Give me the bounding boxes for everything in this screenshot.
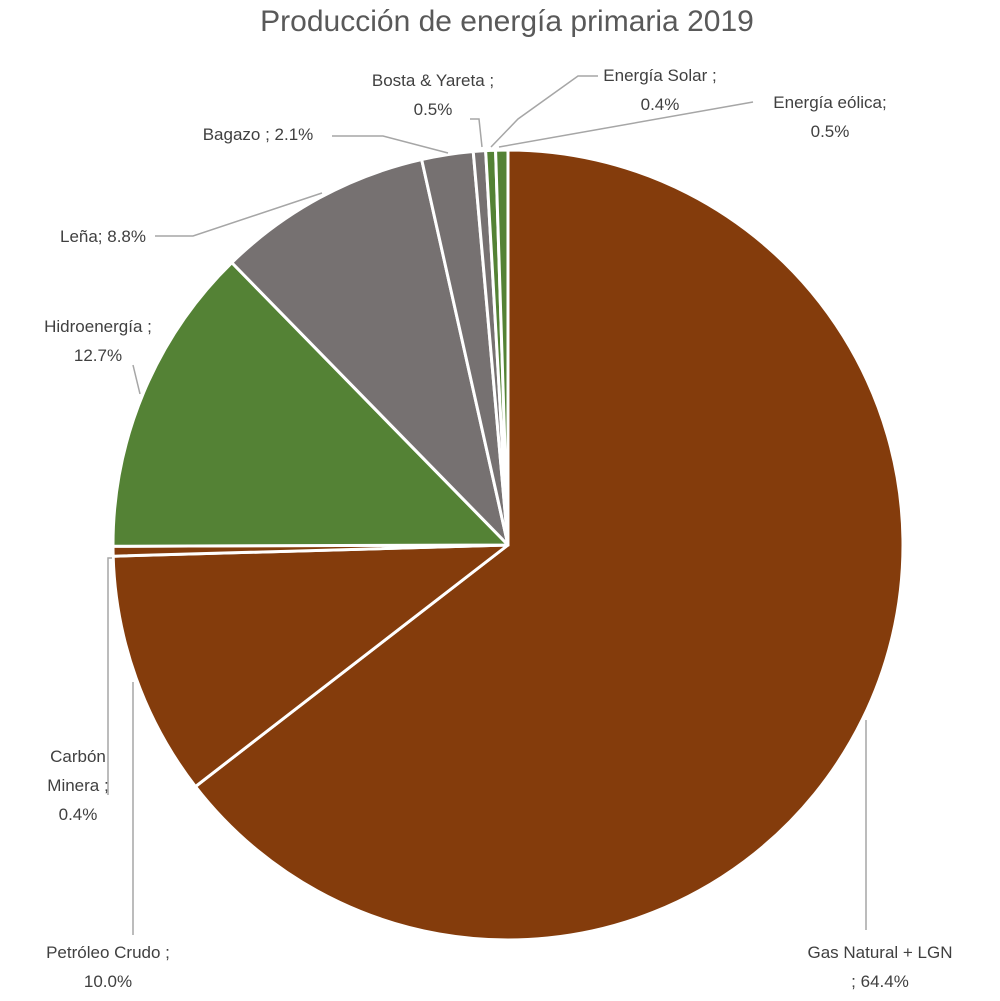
pie-slice-hidroenergía	[111, 261, 510, 548]
data-label: Bagazo ; 2.1%	[203, 125, 314, 144]
data-label: Carbón Minera ; 0.4%	[47, 747, 108, 824]
leader-line	[470, 118, 483, 148]
data-label: Bosta & Yareta ; 0.5%	[372, 71, 494, 119]
leader-line	[107, 557, 112, 795]
data-label: Leña; 8.8%	[60, 227, 146, 246]
data-label: Hidroenergía ; 12.7%	[44, 317, 152, 365]
leader-line	[332, 135, 449, 154]
pie-slice-energía-eólica	[494, 148, 510, 547]
leader-line	[498, 101, 754, 148]
data-label: Energía eólica; 0.5%	[773, 93, 886, 141]
data-label: Gas Natural + LGN; 64.4%	[807, 943, 952, 991]
leader-line	[132, 364, 141, 395]
leader-lines	[107, 75, 867, 935]
pie-slice-leña	[230, 158, 510, 547]
leader-line	[490, 75, 598, 148]
data-label: Energía Solar ; 0.4%	[603, 66, 716, 114]
leader-line	[155, 192, 323, 237]
data-labels: Gas Natural + LGN; 64.4% Petróleo Crudo ;…	[44, 66, 952, 991]
pie-slices	[111, 148, 905, 942]
pie-slice-gas-natural-lgn	[193, 148, 905, 942]
chart-title: Producción de energía primaria 2019	[260, 5, 754, 38]
pie-slice-petróleo-crudo	[111, 543, 510, 789]
data-label: Petróleo Crudo ; 10.0%	[46, 943, 170, 991]
